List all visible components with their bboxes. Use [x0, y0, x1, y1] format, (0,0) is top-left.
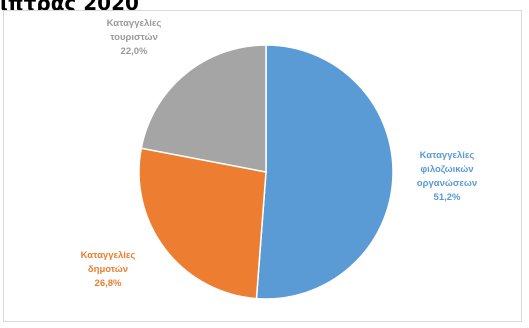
slice-percent-label: 22,0%	[121, 46, 148, 57]
slice-label-1: Καταγγελίες φιλοζωικών οργανώσεων 51,2%	[417, 150, 477, 203]
slice-percent-label: 51,2%	[434, 192, 461, 203]
slice-category-label: Καταγγελίες	[420, 150, 475, 161]
slice-category-label: φιλοζωικών	[420, 164, 473, 175]
slice-label-3: Καταγγελίες τουριστών 22,0%	[107, 18, 162, 57]
slice-category-label: δημοτών	[88, 264, 128, 275]
slice-label-2: Καταγγελίες δημοτών 26,8%	[81, 250, 136, 289]
slice-category-label: Καταγγελίες	[107, 18, 162, 29]
pie-slice-1	[255, 44, 394, 300]
pie-slice-3	[140, 44, 267, 173]
slice-percent-label: 26,8%	[95, 278, 122, 289]
slice-category-label: Καταγγελίες	[81, 250, 136, 261]
slice-category-label: τουριστών	[110, 32, 158, 43]
pie-slice-2	[138, 147, 267, 300]
slice-category-label: οργανώσεων	[417, 178, 477, 189]
